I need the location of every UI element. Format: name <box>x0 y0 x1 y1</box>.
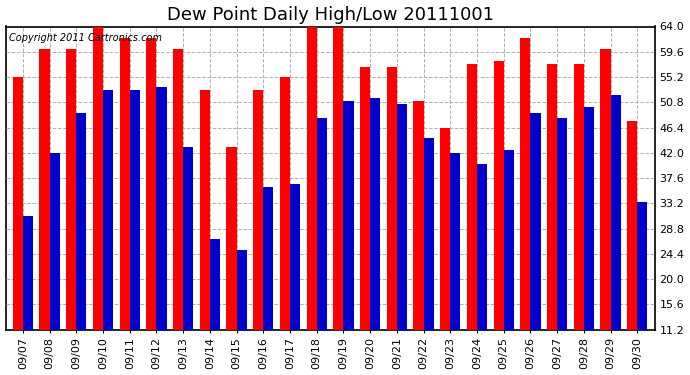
Bar <box>264 187 273 330</box>
Bar <box>210 239 220 330</box>
Bar <box>638 202 647 330</box>
Bar <box>627 121 638 330</box>
Bar <box>413 101 424 330</box>
Bar <box>290 184 300 330</box>
Bar <box>199 90 210 330</box>
Bar <box>370 98 380 330</box>
Bar <box>119 38 130 330</box>
Bar <box>66 50 77 330</box>
Bar <box>77 112 86 330</box>
Bar <box>467 64 477 330</box>
Bar <box>584 107 594 330</box>
Bar <box>333 27 344 330</box>
Bar <box>573 64 584 330</box>
Bar <box>23 216 33 330</box>
Bar <box>157 87 166 330</box>
Bar <box>557 118 567 330</box>
Text: Copyright 2011 Cartronics.com: Copyright 2011 Cartronics.com <box>9 33 161 43</box>
Bar <box>146 38 157 330</box>
Bar <box>13 77 23 330</box>
Title: Dew Point Daily High/Low 20111001: Dew Point Daily High/Low 20111001 <box>166 6 493 24</box>
Bar <box>440 128 451 330</box>
Bar <box>93 27 103 330</box>
Bar <box>493 61 504 330</box>
Bar <box>360 67 370 330</box>
Bar <box>226 147 237 330</box>
Bar <box>531 112 540 330</box>
Bar <box>451 153 460 330</box>
Bar <box>600 50 611 330</box>
Bar <box>547 64 557 330</box>
Bar <box>520 38 531 330</box>
Bar <box>50 153 60 330</box>
Bar <box>253 90 264 330</box>
Bar <box>237 251 247 330</box>
Bar <box>424 138 434 330</box>
Bar <box>397 104 407 330</box>
Bar <box>344 101 353 330</box>
Bar <box>477 164 487 330</box>
Bar <box>386 67 397 330</box>
Bar <box>504 150 514 330</box>
Bar <box>280 77 290 330</box>
Bar <box>611 95 621 330</box>
Bar <box>317 118 327 330</box>
Bar <box>306 27 317 330</box>
Bar <box>173 50 183 330</box>
Bar <box>183 147 193 330</box>
Bar <box>39 50 50 330</box>
Bar <box>130 90 140 330</box>
Bar <box>103 90 113 330</box>
